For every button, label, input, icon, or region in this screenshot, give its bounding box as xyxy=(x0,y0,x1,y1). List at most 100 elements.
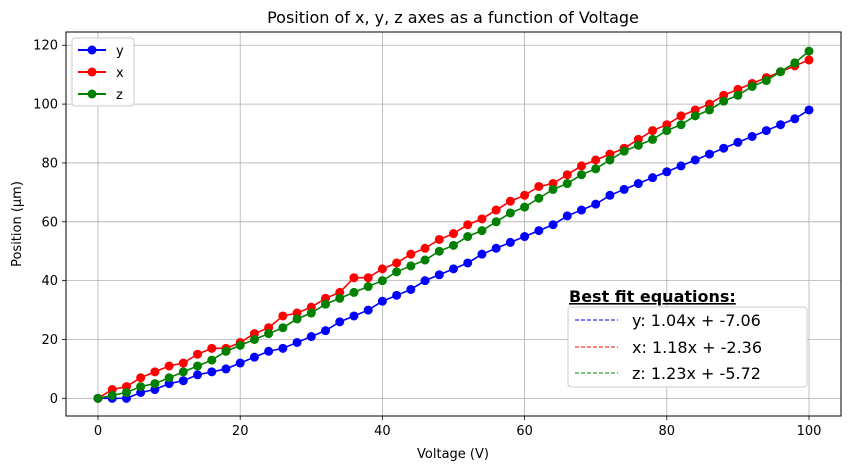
fit-annotation: Best fit equations: y: 1.04x + -7.06 x: … xyxy=(567,287,808,388)
point-x xyxy=(491,205,501,215)
point-z xyxy=(306,308,316,318)
point-y xyxy=(747,131,757,141)
x-tick-label: 20 xyxy=(232,424,249,439)
point-x xyxy=(562,170,572,180)
point-y xyxy=(477,249,487,259)
point-z xyxy=(264,329,274,339)
point-x xyxy=(278,311,288,321)
y-tick-label: 80 xyxy=(41,156,58,171)
legend-label-z: z xyxy=(116,88,123,103)
point-z xyxy=(406,261,416,271)
chart-title: Position of x, y, z axes as a function o… xyxy=(267,8,639,27)
point-y xyxy=(449,264,458,274)
point-y xyxy=(733,137,743,147)
legend-marker-z xyxy=(87,89,97,99)
point-y xyxy=(676,161,686,171)
point-y xyxy=(690,155,700,165)
point-z xyxy=(633,140,643,150)
point-x xyxy=(207,343,217,353)
fit-header: Best fit equations: xyxy=(569,287,736,306)
point-y xyxy=(520,232,530,242)
point-z xyxy=(761,76,771,86)
point-y xyxy=(420,276,430,286)
point-z xyxy=(520,202,530,212)
point-z xyxy=(491,217,501,227)
point-y xyxy=(790,114,800,124)
point-x xyxy=(534,181,544,191)
point-z xyxy=(136,382,146,392)
point-x xyxy=(136,373,146,383)
point-x xyxy=(150,367,160,377)
point-z xyxy=(619,146,629,156)
point-z xyxy=(377,276,387,286)
point-z xyxy=(221,346,231,356)
point-y xyxy=(335,317,345,327)
fit-box xyxy=(567,306,808,388)
point-z xyxy=(505,208,515,218)
point-x xyxy=(505,196,515,206)
point-y xyxy=(193,370,203,380)
point-x xyxy=(406,249,416,259)
point-z xyxy=(591,164,601,174)
point-x xyxy=(449,229,458,239)
point-y xyxy=(207,367,217,377)
point-z xyxy=(648,134,658,144)
legend: y x z xyxy=(71,37,135,107)
point-z xyxy=(235,340,245,350)
point-z xyxy=(776,67,786,77)
point-x xyxy=(576,161,586,171)
point-y xyxy=(321,326,331,336)
y-tick-label: 120 xyxy=(33,39,58,54)
point-x xyxy=(392,258,402,268)
legend-marker-x xyxy=(87,67,97,77)
point-z xyxy=(249,334,259,344)
y-tick-label: 40 xyxy=(41,274,58,289)
point-y xyxy=(249,352,259,362)
point-z xyxy=(449,240,458,250)
point-z xyxy=(107,390,117,400)
point-y xyxy=(349,311,359,321)
point-y xyxy=(633,179,643,189)
plot-frame xyxy=(65,31,842,417)
point-y xyxy=(264,346,274,356)
point-y xyxy=(363,305,373,315)
point-x xyxy=(477,214,487,224)
point-z xyxy=(534,193,544,203)
series-z xyxy=(93,46,814,403)
fit-label-y: y: 1.04x + -7.06 xyxy=(632,311,761,330)
point-z xyxy=(321,299,331,309)
point-y xyxy=(392,290,402,300)
point-y xyxy=(619,184,629,194)
legend-label-y: y xyxy=(116,44,124,59)
series-layer xyxy=(93,46,814,403)
ticks: 0 20 40 60 80 100 0 20 40 60 80 100 120 xyxy=(33,39,821,439)
point-z xyxy=(121,387,131,397)
point-x xyxy=(591,155,601,165)
y-tick-label: 20 xyxy=(41,333,58,348)
point-z xyxy=(150,379,160,389)
point-y xyxy=(292,337,302,347)
point-y xyxy=(235,358,245,368)
point-z xyxy=(335,293,345,303)
point-z xyxy=(207,355,217,365)
y-tick-label: 100 xyxy=(33,98,58,113)
point-z xyxy=(790,58,800,68)
point-y xyxy=(178,376,188,386)
point-z xyxy=(164,373,174,383)
point-z xyxy=(576,170,586,180)
point-x xyxy=(434,234,444,244)
point-z xyxy=(292,314,302,324)
point-z xyxy=(676,120,686,130)
y-axis-label: Position (µm) xyxy=(10,181,25,267)
legend-marker-y xyxy=(87,45,97,55)
point-x xyxy=(193,349,203,359)
point-y xyxy=(761,126,771,136)
fit-label-x: x: 1.18x + -2.36 xyxy=(632,338,762,357)
point-x xyxy=(520,190,530,200)
point-z xyxy=(548,184,558,194)
x-tick-label: 40 xyxy=(374,424,391,439)
point-z xyxy=(420,255,430,265)
point-x xyxy=(648,126,658,136)
point-y xyxy=(605,190,615,200)
